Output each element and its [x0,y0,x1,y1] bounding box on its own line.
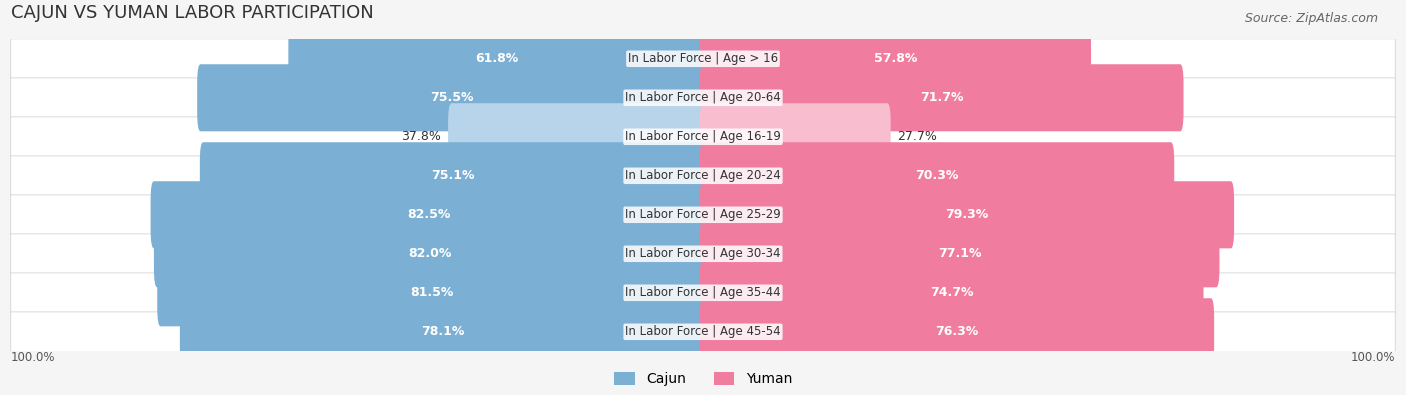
FancyBboxPatch shape [288,25,706,92]
FancyBboxPatch shape [700,259,1204,326]
FancyBboxPatch shape [11,117,1395,157]
Text: In Labor Force | Age 35-44: In Labor Force | Age 35-44 [626,286,780,299]
Text: 78.1%: 78.1% [422,325,465,338]
FancyBboxPatch shape [11,39,1395,79]
FancyBboxPatch shape [11,156,1395,196]
Legend: Cajun, Yuman: Cajun, Yuman [609,367,797,392]
FancyBboxPatch shape [700,298,1215,365]
FancyBboxPatch shape [157,259,706,326]
Text: 57.8%: 57.8% [873,52,917,65]
FancyBboxPatch shape [11,273,1395,313]
Text: 75.1%: 75.1% [432,169,475,182]
Text: 81.5%: 81.5% [411,286,454,299]
FancyBboxPatch shape [700,220,1219,287]
FancyBboxPatch shape [197,64,706,131]
Text: In Labor Force | Age 20-24: In Labor Force | Age 20-24 [626,169,780,182]
FancyBboxPatch shape [700,64,1184,131]
Text: 82.0%: 82.0% [408,247,451,260]
Text: 75.5%: 75.5% [430,91,474,104]
Text: 100.0%: 100.0% [1351,351,1395,364]
Text: 61.8%: 61.8% [475,52,519,65]
FancyBboxPatch shape [700,142,1174,209]
Text: 79.3%: 79.3% [945,208,988,221]
Text: 77.1%: 77.1% [938,247,981,260]
Text: CAJUN VS YUMAN LABOR PARTICIPATION: CAJUN VS YUMAN LABOR PARTICIPATION [11,4,374,22]
FancyBboxPatch shape [200,142,706,209]
FancyBboxPatch shape [449,103,706,170]
Text: In Labor Force | Age 25-29: In Labor Force | Age 25-29 [626,208,780,221]
Text: In Labor Force | Age 20-64: In Labor Force | Age 20-64 [626,91,780,104]
FancyBboxPatch shape [11,312,1395,352]
FancyBboxPatch shape [700,25,1091,92]
FancyBboxPatch shape [11,78,1395,118]
FancyBboxPatch shape [11,195,1395,235]
FancyBboxPatch shape [150,181,706,248]
FancyBboxPatch shape [153,220,706,287]
Text: In Labor Force | Age 16-19: In Labor Force | Age 16-19 [626,130,780,143]
Text: 74.7%: 74.7% [929,286,973,299]
FancyBboxPatch shape [700,103,890,170]
Text: 76.3%: 76.3% [935,325,979,338]
Text: In Labor Force | Age > 16: In Labor Force | Age > 16 [628,52,778,65]
Text: 71.7%: 71.7% [920,91,963,104]
FancyBboxPatch shape [11,234,1395,274]
Text: In Labor Force | Age 45-54: In Labor Force | Age 45-54 [626,325,780,338]
Text: 100.0%: 100.0% [11,351,55,364]
Text: 37.8%: 37.8% [402,130,441,143]
Text: In Labor Force | Age 30-34: In Labor Force | Age 30-34 [626,247,780,260]
FancyBboxPatch shape [180,298,706,365]
FancyBboxPatch shape [700,181,1234,248]
Text: 82.5%: 82.5% [406,208,450,221]
Text: 70.3%: 70.3% [915,169,959,182]
Text: 27.7%: 27.7% [897,130,938,143]
Text: Source: ZipAtlas.com: Source: ZipAtlas.com [1244,12,1378,25]
